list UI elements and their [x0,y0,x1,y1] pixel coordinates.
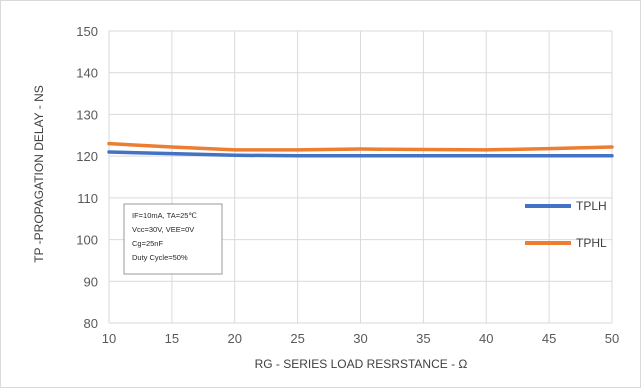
legend: TPLH TPHL [525,199,607,250]
y-tick-120: 120 [76,149,98,164]
y-tick-150: 150 [76,24,98,39]
y-tick-110: 110 [77,191,98,206]
x-tick-15: 15 [165,331,179,346]
series-lines [107,141,614,158]
test-condition-line-1: IF=10mA, TA=25℃ [132,211,197,220]
y-tick-140: 140 [76,66,98,81]
x-axis-title: RG - SERIES LOAD RESRSTANCE - Ω [255,357,468,371]
test-condition-line-2: Vcc=30V, VEE=0V [132,225,194,234]
test-condition-line-3: Cg=25nF [132,239,163,248]
y-tick-100: 100 [76,233,98,248]
test-condition-line-4: Duty Cycle=50% [132,253,188,262]
legend-label-tphl: TPHL [576,236,607,250]
series-line-tphl [107,141,614,152]
x-tick-10: 10 [102,331,116,346]
x-tick-35: 35 [416,331,430,346]
y-axis-title: TP -PROPAGATION DELAY - NS [32,85,46,263]
test-conditions-box: IF=10mA, TA=25℃ Vcc=30V, VEE=0V Cg=25nF … [123,203,223,275]
x-tick-50: 50 [605,331,619,346]
y-tick-90: 90 [84,274,98,289]
x-tick-25: 25 [290,331,304,346]
test-conditions-border [123,203,223,275]
y-tick-80: 80 [84,316,98,331]
x-tick-20: 20 [228,331,242,346]
y-tick-130: 130 [76,107,98,122]
x-tick-30: 30 [353,331,367,346]
legend-label-tplh: TPLH [576,199,607,213]
gridlines [108,30,613,324]
x-tick-40: 40 [479,331,493,346]
x-tick-labels: 10 15 20 25 30 35 40 45 50 [102,331,619,346]
y-tick-labels: 80 90 100 110 120 130 140 150 [76,24,98,331]
series-line-tplh [107,150,614,158]
x-tick-45: 45 [542,331,556,346]
